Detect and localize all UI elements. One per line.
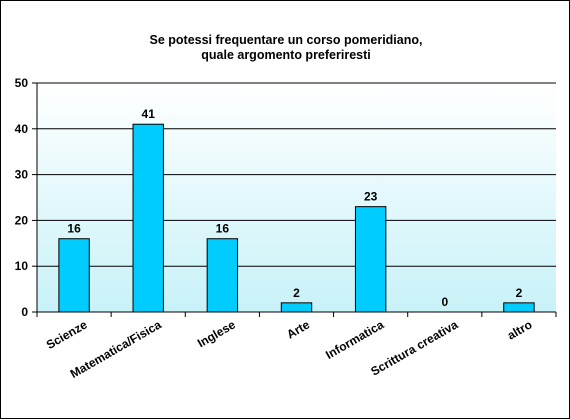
y-tick-label: 20 bbox=[15, 213, 29, 227]
chart-title-line-2: quale argomento preferiresti bbox=[201, 48, 371, 62]
bar bbox=[132, 123, 164, 313]
category-label: Informatica bbox=[323, 317, 386, 362]
y-tick-label: 10 bbox=[15, 259, 29, 273]
data-label: 2 bbox=[516, 286, 523, 300]
category-label: Arte bbox=[284, 317, 312, 341]
bar bbox=[503, 302, 535, 313]
chart-title-line-1: Se potessi frequentare un corso pomeridi… bbox=[150, 33, 423, 47]
bar bbox=[354, 206, 387, 313]
data-label: 16 bbox=[67, 222, 81, 236]
data-label: 23 bbox=[364, 190, 378, 204]
y-tick-label: 0 bbox=[21, 305, 28, 319]
y-tick-label: 40 bbox=[15, 122, 29, 136]
category-label: altro bbox=[505, 317, 535, 342]
gridlines bbox=[37, 82, 556, 267]
plot-area bbox=[37, 83, 556, 312]
data-label: 0 bbox=[441, 295, 448, 309]
data-label: 16 bbox=[216, 222, 230, 236]
y-tick-label: 30 bbox=[15, 168, 29, 182]
axes bbox=[32, 82, 557, 317]
category-label: Scienze bbox=[44, 317, 90, 352]
bar bbox=[206, 238, 239, 313]
data-label: 41 bbox=[142, 107, 156, 121]
bar bbox=[58, 238, 90, 313]
bar bbox=[280, 302, 313, 313]
y-tick-label: 50 bbox=[15, 76, 29, 90]
data-label: 2 bbox=[293, 286, 300, 300]
bars bbox=[58, 123, 535, 313]
category-label: Inglese bbox=[195, 317, 238, 350]
